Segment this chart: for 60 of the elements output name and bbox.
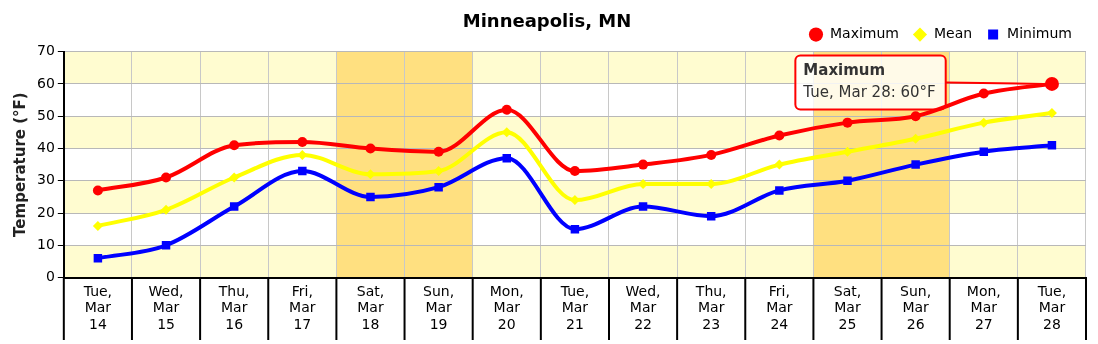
legend-label: Minimum <box>1007 25 1073 42</box>
legend-label: Maximum <box>829 25 899 42</box>
point <box>92 220 103 231</box>
point <box>298 166 307 176</box>
x-tick-label: Wed, Mar 22 <box>625 282 661 333</box>
point <box>569 166 580 177</box>
point <box>229 202 239 211</box>
y-tick-label: 70 <box>36 42 55 59</box>
x-tick-label: Fri, Mar 24 <box>766 282 793 333</box>
point <box>706 212 716 221</box>
x-tick-label: Sat, Mar 25 <box>833 282 862 333</box>
y-tick-label: 60 <box>36 74 55 91</box>
point <box>92 185 103 196</box>
point <box>229 140 240 151</box>
y-tick-label: 10 <box>36 235 55 252</box>
y-tick-label: 40 <box>36 139 55 156</box>
x-tick-label: Tue, Mar 28 <box>1036 282 1067 333</box>
point <box>638 202 648 211</box>
x-tick-label: Wed, Mar 15 <box>148 282 184 333</box>
x-tick-label: Sun, Mar 19 <box>423 282 455 333</box>
point <box>366 192 375 202</box>
point <box>297 137 308 147</box>
x-tick-label: Thu, Mar 23 <box>694 282 727 333</box>
chart-title: Minneapolis, MN <box>462 10 632 32</box>
point <box>161 172 172 183</box>
y-tick-label: 20 <box>36 203 55 220</box>
y-tick-label: 0 <box>45 268 55 285</box>
point <box>978 88 989 99</box>
x-tick-label: Sat, Mar 18 <box>356 282 385 333</box>
point <box>775 186 784 195</box>
point <box>365 143 376 154</box>
point <box>433 146 444 157</box>
y-axis-title: Temperature (°F) <box>10 92 29 237</box>
point <box>842 117 853 128</box>
point <box>774 130 785 141</box>
point <box>843 176 852 185</box>
point <box>911 160 920 169</box>
x-tick-label: Thu, Mar 16 <box>217 282 250 333</box>
point <box>706 149 717 160</box>
y-tick-label: 30 <box>36 171 55 188</box>
y-tick-label: 50 <box>36 106 55 123</box>
point <box>910 133 921 144</box>
x-tick-label: Mon, Mar 27 <box>966 282 1001 333</box>
legend-label: Mean <box>933 25 973 42</box>
point <box>161 241 171 250</box>
point <box>638 159 649 170</box>
point <box>978 117 989 128</box>
x-tick-label: Tue, Mar 14 <box>82 282 113 333</box>
x-tick-label: Mon, Mar 20 <box>489 282 524 333</box>
point <box>501 104 512 115</box>
point <box>229 172 240 183</box>
x-tick-label: Sun, Mar 26 <box>900 282 932 333</box>
x-tick-label: Tue, Mar 21 <box>559 282 590 333</box>
annotation: Maximum Tue, Mar 28: 60°F <box>802 60 936 101</box>
point <box>434 182 443 192</box>
point <box>910 111 921 122</box>
x-tick-label: Fri, Mar 17 <box>289 282 316 333</box>
point <box>161 204 172 215</box>
point <box>979 147 989 156</box>
point <box>774 159 785 170</box>
